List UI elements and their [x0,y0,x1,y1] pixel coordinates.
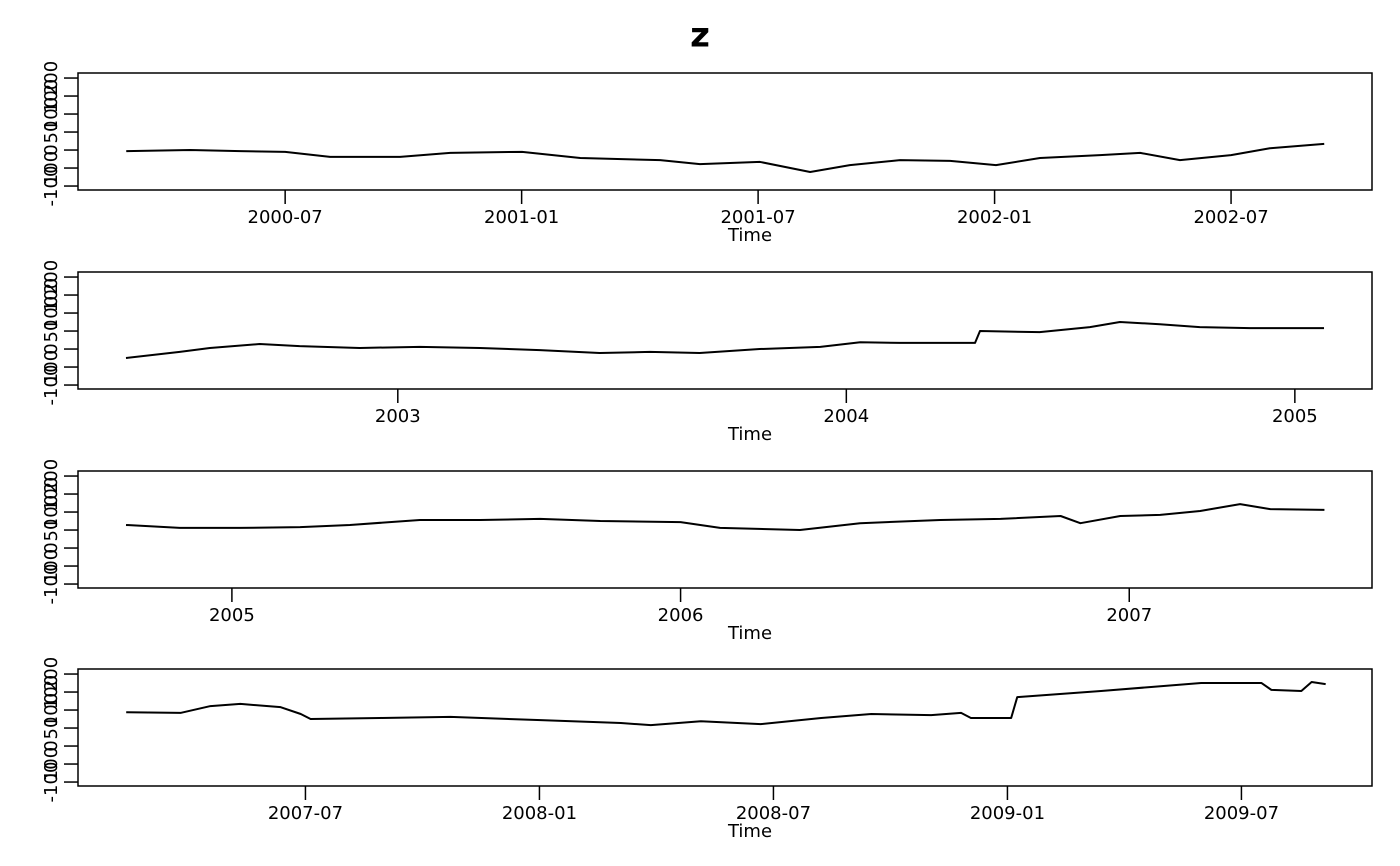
y-tick-label: 0 [41,144,62,155]
y-tick-label: 100 [41,278,62,312]
series-line [126,142,1325,173]
y-tick-label: 100 [41,97,62,131]
x-tick-label: 2007 [1106,605,1152,626]
series-line [125,503,1325,532]
x-tick-label: 2005 [1272,406,1318,427]
x-tick-label: 2000-07 [248,207,323,228]
y-tick-label: 200 [41,657,62,691]
y-tick-label: 0 [41,343,62,354]
y-tick-label: 50 [41,519,62,542]
x-tick-label: 2001-07 [720,207,795,228]
y-tick-label: -100 [41,166,62,207]
x-tick-label: 2009-01 [970,803,1045,824]
x-tick-label: 2006 [658,605,704,626]
y-tick-label: 50 [41,121,62,144]
plot-frame [77,668,1373,787]
x-tick-label: 2008-07 [736,803,811,824]
y-tick-label: -100 [41,365,62,406]
y-tick-label: 100 [41,350,62,384]
y-tick-label: 100 [41,693,62,727]
y-tick-label: 100 [41,151,62,185]
y-tick-label: 100 [41,296,62,330]
y-tick-label: 100 [41,79,62,113]
y-tick-label: 0 [41,740,62,751]
x-tick-label: 2005 [209,605,255,626]
y-tick-label: 200 [41,260,62,294]
y-tick-label: 50 [41,717,62,740]
x-axis-label: Time [727,821,772,842]
y-tick-label: -100 [41,762,62,803]
y-tick-label: 100 [41,495,62,529]
plot-frame [77,72,1373,191]
y-tick-label: 100 [41,549,62,583]
y-tick-label: 0 [41,542,62,553]
series-line [125,321,1325,360]
x-axis-label: Time [727,424,772,445]
x-tick-label: 2002-07 [1193,207,1268,228]
x-tick-label: 2001-01 [484,207,559,228]
y-tick-label: 100 [41,477,62,511]
x-tick-label: 2003 [375,406,421,427]
x-tick-label: 2009-07 [1204,803,1279,824]
y-tick-label: -100 [41,564,62,605]
x-tick-label: 2008-01 [502,803,577,824]
x-tick-label: 2007-07 [268,803,343,824]
chart-title: z [690,16,710,56]
x-tick-label: 2002-01 [957,207,1032,228]
y-tick-label: 100 [41,675,62,709]
plot-frame [77,470,1373,589]
x-tick-label: 2004 [823,406,869,427]
x-axis-label: Time [727,225,772,246]
y-tick-label: 200 [41,459,62,493]
plot-frame [77,271,1373,390]
x-axis-label: Time [727,623,772,644]
y-tick-label: 100 [41,747,62,781]
series-line [126,680,1326,727]
y-tick-label: 50 [41,320,62,343]
y-tick-label: 200 [41,61,62,95]
